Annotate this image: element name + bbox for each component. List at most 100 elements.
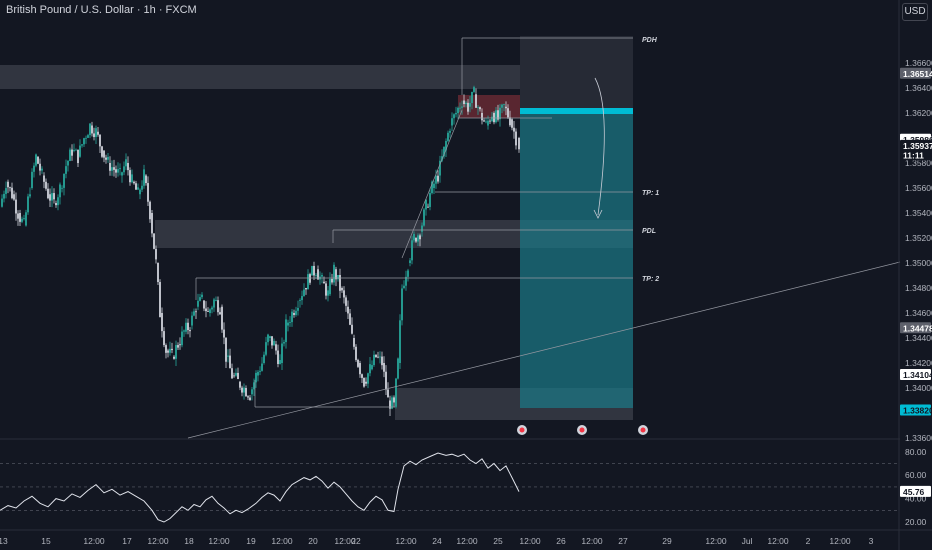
candle-body [485, 121, 487, 123]
candle-body [453, 114, 455, 119]
candle-body [167, 350, 169, 353]
candle-body [255, 372, 257, 383]
candle-body [59, 184, 61, 198]
candle-body [507, 108, 509, 118]
candle-body [55, 203, 57, 206]
entry-line [520, 108, 633, 114]
candle-body [247, 396, 249, 398]
candle-body [345, 297, 347, 306]
candle-body [147, 183, 149, 202]
candle-body [123, 166, 125, 173]
price-tick: 1.33600 [905, 433, 932, 443]
tp2-label: TP: 2 [642, 276, 659, 283]
price-label-box [900, 149, 931, 161]
candle-body [497, 110, 499, 120]
candle-body [39, 163, 41, 171]
candle-body [267, 334, 269, 343]
time-tick: 12:00 [456, 536, 478, 546]
time-tick: 12:00 [271, 536, 293, 546]
candle-body [57, 197, 59, 206]
candle-body [289, 322, 291, 323]
price-label-box [900, 369, 931, 380]
candle-body [27, 196, 29, 213]
candle-body [327, 290, 329, 296]
candle-body [121, 172, 123, 176]
candle-body [385, 371, 387, 390]
candle-body [483, 120, 485, 122]
candle-body [23, 218, 25, 220]
candle-body [495, 110, 497, 123]
candle-body [299, 300, 301, 301]
candle-body [35, 154, 37, 166]
candle-body [339, 275, 341, 291]
candle-body [475, 94, 477, 108]
price-tick: 1.35000 [905, 258, 932, 268]
rsi-tick: 80.00 [905, 447, 927, 457]
candle-body [125, 159, 127, 167]
pdh-label: PDH [642, 37, 658, 44]
candle-body [293, 313, 295, 315]
candle-body [119, 168, 121, 170]
candle-body [373, 354, 375, 366]
supply-zone-top [0, 65, 520, 89]
candle-body [33, 165, 35, 172]
calendar-event-dot [519, 427, 525, 433]
candle-body [29, 194, 31, 197]
candle-body [207, 311, 209, 312]
currency-button[interactable]: USD [902, 3, 928, 21]
candle-body [263, 354, 265, 363]
candle-body [163, 331, 165, 346]
candle-body [113, 167, 115, 170]
candle-body [401, 288, 403, 321]
candle-body [427, 206, 429, 208]
candle-body [281, 343, 283, 363]
candle-body [25, 212, 27, 226]
candle-body [95, 128, 97, 138]
candle-body [447, 132, 449, 141]
candle-body [291, 311, 293, 323]
candle-body [137, 187, 139, 190]
candle-body [205, 308, 207, 312]
candle-body [371, 365, 373, 370]
time-tick: 12:00 [208, 536, 230, 546]
candle-body [235, 372, 237, 376]
candle-body [437, 175, 439, 182]
time-tick: 3 [869, 536, 874, 546]
candle-body [175, 345, 177, 359]
candle-body [217, 300, 219, 313]
trendline [187, 261, 901, 439]
candle-body [333, 264, 335, 283]
time-tick: 2 [806, 536, 811, 546]
candle-body [363, 377, 365, 387]
candle-body [249, 397, 251, 401]
candle-body [389, 400, 391, 409]
candle-body [295, 310, 297, 315]
candle-body [149, 201, 151, 220]
candle-body [155, 248, 157, 260]
candle-body [11, 187, 13, 199]
candle-body [143, 169, 145, 186]
candle-body [489, 120, 491, 122]
candle-body [81, 144, 83, 146]
candle-body [5, 188, 7, 194]
candle-body [325, 283, 327, 296]
candle-body [361, 374, 363, 378]
candle-body [505, 106, 507, 109]
candle-body [241, 387, 243, 393]
drawing-zones [0, 36, 633, 420]
candle-body [421, 225, 423, 232]
candle-body [313, 265, 315, 276]
time-tick: 13 [0, 536, 8, 546]
candle-body [449, 130, 451, 133]
candle-body [265, 342, 267, 355]
candle-body [305, 288, 307, 290]
candle-body [159, 281, 161, 318]
candle-body [425, 199, 427, 210]
candle-body [201, 294, 203, 298]
candle-body [221, 306, 223, 330]
candle-body [353, 338, 355, 347]
candle-body [357, 359, 359, 367]
candle-body [275, 344, 277, 351]
candle-body [99, 134, 101, 147]
